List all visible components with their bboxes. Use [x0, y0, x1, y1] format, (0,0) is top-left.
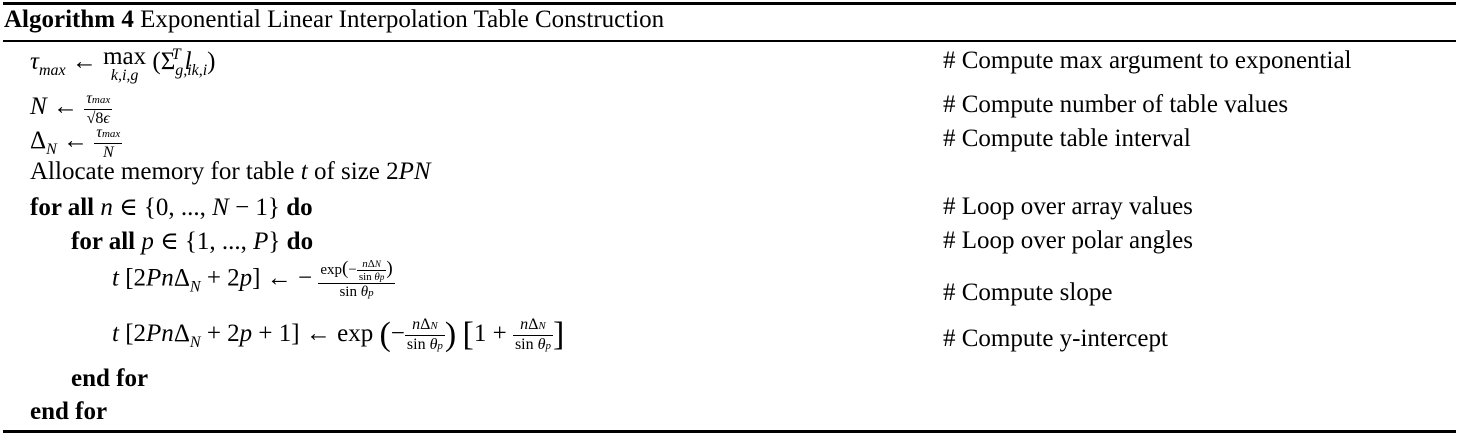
line-tau-max: τmax ← max k,i,g (Σg,iT lk,i): [30, 43, 216, 84]
allocate-text: Allocate memory for table: [30, 158, 295, 185]
line-n-values: N ← τmax √8ϵ: [30, 90, 113, 127]
line-end-for-n: end for: [30, 398, 108, 425]
line-for-p: for all p ∈ {1, ..., P} do: [71, 228, 314, 255]
comment-for-n: # Loop over array values: [943, 193, 1193, 220]
keyword-for-all: for all: [30, 194, 95, 221]
keyword-do: do: [286, 228, 314, 255]
delta-fraction: τmax N: [94, 124, 123, 161]
max-operator: max k,i,g: [103, 43, 147, 84]
algorithm-caption: Algorithm 4 Exponential Linear Interpola…: [4, 6, 664, 34]
comment-for-p: # Loop over polar angles: [943, 227, 1193, 254]
comment-tau-max: # Compute max argument to exponential: [943, 47, 1352, 74]
comment-intercept: # Compute y-intercept: [943, 325, 1168, 352]
allocate-of-size: of size: [313, 158, 380, 185]
caption-rule: [3, 40, 1456, 42]
keyword-do: do: [286, 194, 313, 221]
line-delta: ΔN ← τmax N: [30, 124, 123, 161]
n-fraction: τmax √8ϵ: [84, 90, 113, 127]
comment-n-values: # Compute number of table values: [943, 91, 1289, 118]
line-allocate: Allocate memory for table t of size 2PN: [30, 158, 431, 185]
comment-slope: # Compute slope: [943, 279, 1113, 306]
bracket-fraction: nΔN sin θp: [512, 316, 553, 353]
line-slope: t [2PnΔN + 2p] ← − exp(− nΔN sin θp) sin θ…: [112, 257, 395, 300]
comment-delta: # Compute table interval: [943, 125, 1191, 152]
exp-fraction: nΔN sin θp: [404, 316, 445, 353]
keyword-for-all: for all: [71, 228, 136, 255]
algorithm-title: Exponential Linear Interpolation Table C…: [140, 6, 665, 33]
algorithm-label: Algorithm 4: [4, 6, 134, 33]
line-for-n: for all n ∈ {0, ..., N − 1} do: [30, 194, 313, 221]
line-end-for-p: end for: [71, 365, 149, 392]
slope-fraction: exp(− nΔN sin θp) sin θp: [318, 257, 395, 300]
line-intercept: t [2PnΔN + 2p + 1] ← exp (− nΔN sin θp) [1…: [112, 316, 565, 354]
bottom-rule: [3, 430, 1456, 433]
top-rule: [3, 2, 1456, 5]
